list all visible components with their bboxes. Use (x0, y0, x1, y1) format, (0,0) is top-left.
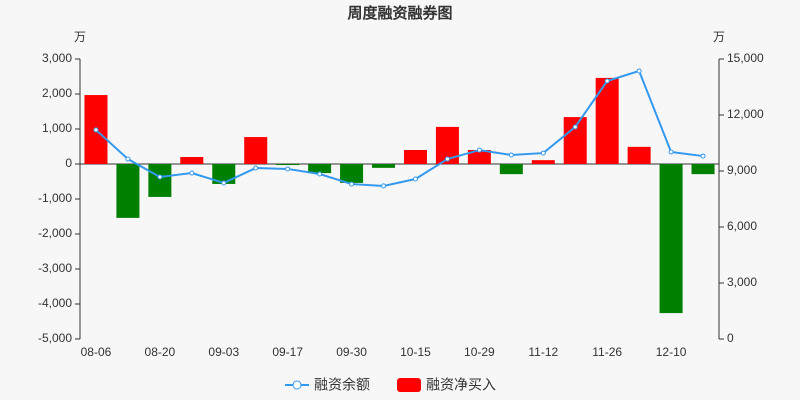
line-point (381, 183, 387, 189)
line-point (253, 165, 259, 171)
bar (340, 164, 364, 183)
y2-tick-label: 12,000 (727, 107, 764, 121)
line (95, 69, 704, 187)
x-tick-label: 09-30 (336, 345, 367, 359)
x-tick-label: 08-20 (145, 345, 176, 359)
line-point (572, 124, 578, 130)
y2-unit: 万 (713, 30, 725, 44)
bar (691, 164, 715, 175)
bar (403, 150, 427, 164)
bar (659, 164, 683, 314)
bar (627, 146, 651, 164)
x-tick-label: 10-15 (400, 345, 431, 359)
y-tick-label: 1,000 (42, 121, 72, 135)
bar (563, 117, 587, 164)
y2-tick-label: 0 (727, 331, 734, 345)
y-tick-label: -1,000 (38, 191, 72, 205)
y-tick-label: -4,000 (38, 296, 72, 310)
bar (467, 150, 491, 164)
x-tick-label: 11-26 (592, 345, 622, 359)
line-point (540, 150, 546, 156)
y2-tick-label: 3,000 (727, 275, 757, 289)
y-tick-label: -2,000 (38, 226, 72, 240)
y2-tick-label: 9,000 (727, 163, 757, 177)
bar (435, 126, 459, 164)
y2-tick-label: 6,000 (727, 219, 757, 233)
line-point (412, 176, 418, 182)
bar (372, 164, 396, 168)
x-tick-label: 09-03 (208, 345, 239, 359)
line-point (636, 68, 642, 74)
bar (212, 164, 236, 184)
bar (595, 77, 619, 164)
line-point (444, 156, 450, 162)
x-tick-label: 10-29 (464, 345, 495, 359)
bar (531, 160, 555, 164)
chart-title: 周度融资融券图 (347, 4, 452, 22)
line-point (604, 78, 610, 84)
bar (276, 164, 300, 166)
bar (244, 137, 268, 164)
legend-label: 融资余额 (314, 377, 370, 393)
line-point (125, 156, 131, 162)
x-tick-label: 12-10 (656, 345, 687, 359)
y-tick-label: -5,000 (38, 331, 72, 345)
x-tick-label: 08-06 (81, 345, 112, 359)
legend-swatch (292, 380, 302, 390)
line-point (93, 127, 99, 133)
line-point (189, 170, 195, 176)
bar (499, 164, 523, 175)
bar (308, 164, 332, 174)
line-point (157, 174, 163, 180)
line-point (349, 181, 355, 187)
line-point (317, 171, 323, 177)
y-tick-label: 0 (65, 156, 72, 170)
bar (180, 157, 204, 164)
y-tick-label: 2,000 (42, 86, 72, 100)
x-tick-label: 09-17 (272, 345, 303, 359)
legend-label: 融资净买入 (426, 377, 496, 393)
y-tick-label: -3,000 (38, 261, 72, 275)
legend-swatch (397, 378, 421, 392)
y-unit: 万 (74, 30, 86, 44)
bar (148, 164, 172, 197)
line-point (221, 180, 227, 186)
y-tick-label: 3,000 (42, 51, 72, 65)
line-point (508, 152, 514, 158)
line-point (668, 149, 674, 155)
line-point (700, 153, 706, 159)
line-point (285, 166, 291, 172)
x-tick-label: 11-12 (528, 345, 558, 359)
line-point (476, 147, 482, 153)
bar (116, 164, 140, 218)
y2-tick-label: 15,000 (727, 51, 764, 65)
